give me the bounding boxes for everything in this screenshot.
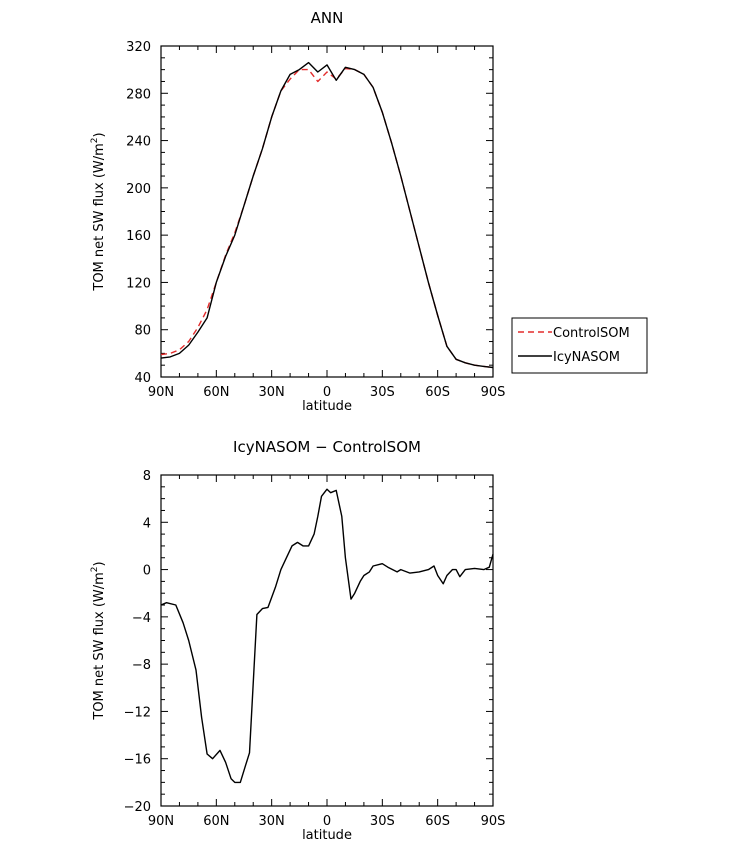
y-tick-label: 160 <box>126 229 151 244</box>
y-tick-label: 240 <box>126 135 151 150</box>
chart-title: ANN <box>311 9 344 27</box>
chart-title: IcyNASOM − ControlSOM <box>233 438 421 456</box>
bottom-panel: 90N 60N 30N 0 30S 60S 90S −20 −16 −12 −8 −4 0 4 8 IcyNA… <box>90 438 505 843</box>
series-line-difference <box>160 488 494 784</box>
top-panel: 90N 60N 30N 0 30S 60S 90S 40 80 120 160 200 240 280 32… <box>90 9 505 414</box>
series-line-controlsom <box>160 67 494 369</box>
x-tick-label: 60N <box>203 385 229 400</box>
x-tick-label: 0 <box>323 814 331 829</box>
y-tick-label: 320 <box>126 40 151 55</box>
y-tick-label: 4 <box>143 516 151 531</box>
y-tick-label: −4 <box>132 611 151 626</box>
legend-label: ControlSOM <box>553 326 630 341</box>
y-tick-label: 40 <box>134 371 151 386</box>
y-axis-label: TOM net SW flux (W/m2) <box>90 561 107 720</box>
y-tick-label: 120 <box>126 276 151 291</box>
x-tick-label: 60S <box>425 385 450 400</box>
y-tick-label: 280 <box>126 87 151 102</box>
y-tick-label: 200 <box>126 182 151 197</box>
y-tick-label: −12 <box>124 705 151 720</box>
legend-label: IcyNASOM <box>553 350 620 365</box>
x-axis-label: latitude <box>302 828 352 843</box>
x-tick-label: 30N <box>259 385 285 400</box>
x-axis-label: latitude <box>302 399 352 414</box>
plot-frame <box>160 45 494 378</box>
x-tick-label: 30S <box>370 814 395 829</box>
x-tick-label: 30S <box>370 385 395 400</box>
series-line-icynasom <box>160 61 494 369</box>
legend-box <box>511 317 648 374</box>
y-tick-label: −20 <box>124 800 151 815</box>
y-tick-label: 8 <box>143 469 151 484</box>
legend: ControlSOM IcyNASOM <box>511 317 648 374</box>
y-tick-label: 80 <box>134 324 151 339</box>
y-tick-label: 0 <box>143 564 151 579</box>
y-tick-label: −16 <box>124 753 151 768</box>
x-tick-label: 90N <box>148 814 174 829</box>
y-tick-label: −8 <box>132 658 151 673</box>
x-tick-label: 30N <box>259 814 285 829</box>
x-tick-label: 60S <box>425 814 450 829</box>
y-axis-label: TOM net SW flux (W/m2) <box>90 132 107 291</box>
x-tick-label: 90S <box>481 385 506 400</box>
x-tick-label: 90S <box>481 814 506 829</box>
x-tick-label: 60N <box>203 814 229 829</box>
x-tick-label: 0 <box>323 385 331 400</box>
x-tick-label: 90N <box>148 385 174 400</box>
